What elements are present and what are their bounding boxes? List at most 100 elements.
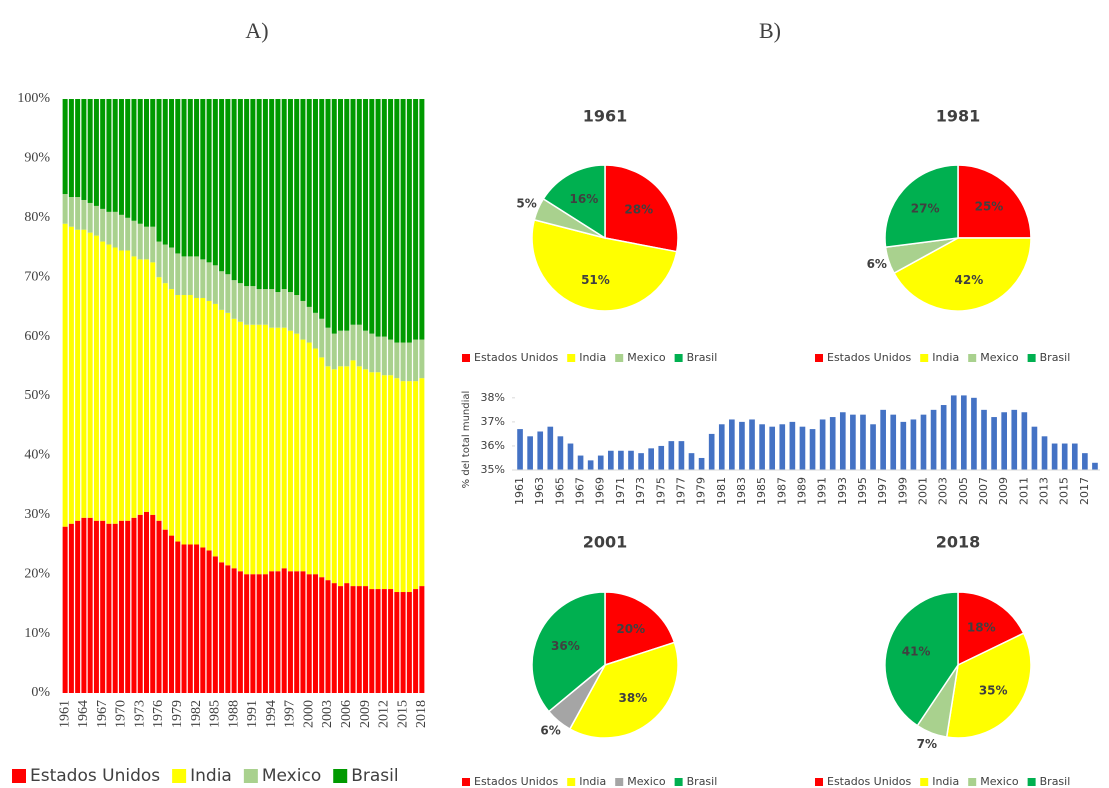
bar-segment (212, 303, 218, 557)
bar-segment (131, 99, 137, 221)
bar-segment (212, 99, 218, 266)
bar (648, 448, 654, 470)
bar-segment (62, 526, 68, 693)
bar-segment (118, 520, 124, 693)
x-tick-label: 1985 (208, 700, 223, 728)
bar-segment (219, 99, 225, 272)
x-tick-label: 2012 (377, 700, 392, 728)
bar-segment (300, 339, 306, 572)
x-tick-label: 2017 (1078, 477, 1091, 505)
legend-label: Mexico (980, 775, 1019, 788)
bar-segment (219, 562, 225, 693)
bar-segment (406, 381, 412, 593)
legend-label: Brasil (1040, 775, 1071, 788)
bar-segment (68, 99, 74, 198)
legend-marker (567, 354, 576, 362)
bar (638, 453, 644, 470)
bar-segment (68, 226, 74, 524)
bar-segment (356, 586, 362, 693)
bar (1082, 453, 1088, 470)
legend-marker (920, 354, 929, 362)
bar-segment (394, 342, 400, 379)
bar-segment (169, 535, 175, 693)
bar-segment (106, 211, 112, 245)
bar-segment (244, 99, 250, 287)
bar-segment (369, 99, 375, 334)
bar-segment (87, 517, 93, 693)
bar-segment (287, 292, 293, 331)
legend-marker (615, 354, 624, 362)
x-tick-label: 1982 (189, 700, 204, 728)
bar-segment (219, 271, 225, 310)
bar (698, 457, 705, 470)
bar (850, 414, 856, 470)
bar-segment (244, 324, 250, 575)
bar-segment (294, 295, 300, 334)
bar-segment (150, 514, 156, 693)
bar-segment (244, 286, 250, 325)
bar-segment (369, 589, 375, 693)
bar (739, 421, 745, 470)
bar (971, 397, 977, 470)
legend-label: Brasil (687, 351, 718, 364)
pie-slice (531, 591, 606, 713)
bar-segment (93, 520, 99, 693)
bar-segment (181, 256, 187, 296)
data-label: 16% (570, 192, 599, 206)
bar-segment (62, 99, 68, 195)
y-tick-label: 37% (481, 415, 505, 428)
bar (880, 409, 886, 470)
bar (779, 424, 786, 470)
y-tick-label: 40% (24, 448, 50, 463)
legend-label: India (579, 775, 606, 788)
x-tick-label: 2015 (395, 700, 410, 728)
bar-segment (143, 511, 149, 693)
legend-label: Brasil (1040, 351, 1071, 364)
bar-segment (312, 574, 318, 693)
x-tick-label: 1981 (715, 477, 728, 505)
data-label: 20% (616, 622, 645, 636)
legend-marker (815, 354, 823, 362)
x-tick-label: 1988 (226, 700, 241, 728)
bar-segment (237, 283, 243, 322)
y-tick-label: 0% (31, 685, 50, 700)
bar-segment (137, 259, 143, 515)
x-tick-label: 1983 (735, 477, 748, 505)
bar (678, 441, 685, 470)
bar-segment (394, 378, 400, 593)
y-tick-label: 36% (481, 439, 505, 452)
bar-segment (156, 520, 162, 693)
bar (587, 460, 594, 470)
bar-segment (162, 244, 168, 284)
bar-segment (406, 592, 412, 693)
data-label: 5% (516, 197, 536, 211)
bar (890, 414, 897, 470)
bar-segment (112, 99, 118, 212)
legend-marker (243, 769, 258, 783)
bar (537, 431, 544, 470)
bar-segment (262, 324, 268, 575)
x-tick-label: 2003 (937, 477, 950, 505)
x-tick-label: 2003 (320, 700, 335, 728)
x-tick-label: 2018 (414, 700, 429, 728)
data-label: 35% (979, 684, 1008, 698)
x-tick-label: 2011 (1017, 477, 1030, 505)
legend-label: Estados Unidos (30, 766, 160, 786)
bar (1031, 426, 1038, 470)
bar (769, 426, 776, 470)
bar-segment (125, 520, 131, 693)
bar-segment (100, 208, 106, 242)
bar-segment (350, 99, 356, 325)
bar-segment (225, 565, 231, 693)
bar-segment (156, 277, 162, 521)
bar-segment (162, 99, 168, 245)
bar (809, 429, 816, 470)
bar-segment (419, 99, 425, 340)
bar-segment (87, 202, 93, 233)
x-tick-label: 1975 (654, 477, 667, 505)
bar-segment (294, 571, 300, 693)
pie-slice (542, 164, 606, 240)
pie-slice (893, 237, 1032, 312)
bar-segment (118, 99, 124, 215)
